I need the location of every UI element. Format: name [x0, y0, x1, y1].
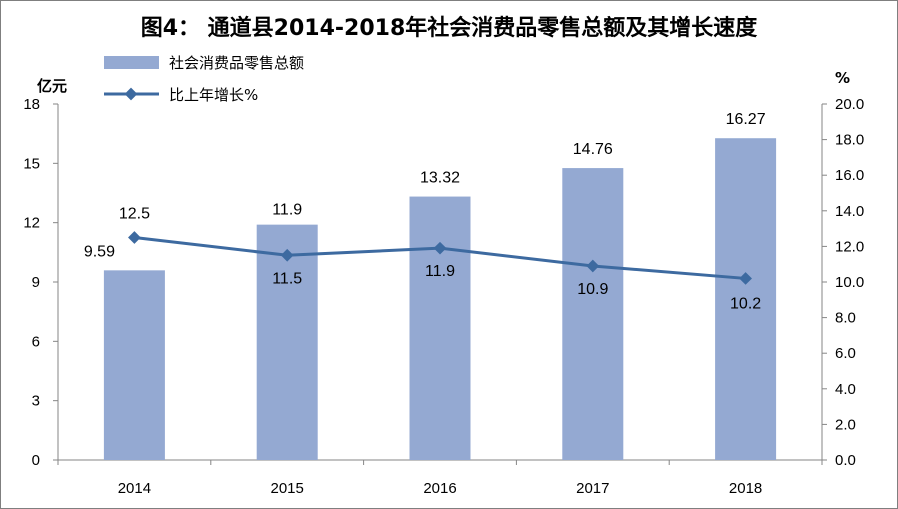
legend-bar-swatch: [104, 56, 159, 69]
right-tick-label: 20.0: [835, 96, 864, 113]
line-label-2016: 11.9: [425, 263, 455, 280]
line-label-2017: 10.9: [577, 281, 608, 298]
right-axis-unit: %: [835, 69, 850, 87]
right-tick-label: 14.0: [835, 203, 864, 220]
x-tick-label: 2016: [423, 480, 456, 497]
bar-data-labels: 9.59 11.9 13.32 14.76 16.27: [84, 111, 766, 260]
bar-label-2016: 13.32: [420, 170, 460, 187]
bar-2017: [562, 168, 624, 460]
bar-series: [103, 138, 777, 460]
line-label-2015: 11.5: [272, 270, 302, 287]
right-tick-label: 6.0: [835, 345, 856, 362]
right-tick-label: 16.0: [835, 167, 864, 184]
left-tick-label: 15: [23, 155, 40, 172]
right-axis-ticks: 0.0 2.0 4.0 6.0 8.0 10.0 12.0 14.0 16.0 18.0 20.0: [822, 96, 864, 469]
legend-bar-label: 社会消费品零售总额: [169, 54, 304, 72]
line-point-2014: [128, 231, 141, 244]
bar-label-2017: 14.76: [573, 141, 613, 158]
line-label-2014: 12.5: [119, 206, 150, 223]
legend-line-marker: [124, 87, 138, 101]
legend: 社会消费品零售总额 比上年增长%: [104, 54, 304, 104]
bar-label-2015: 11.9: [272, 202, 302, 219]
left-tick-label: 0: [32, 452, 40, 469]
line-point-2016: [433, 241, 447, 255]
left-tick-label: 18: [23, 96, 40, 113]
right-tick-label: 10.0: [835, 274, 864, 291]
x-tick-label: 2018: [729, 480, 762, 497]
right-tick-label: 2.0: [835, 416, 856, 433]
legend-line-label: 比上年增长%: [169, 86, 258, 104]
bar-2018: [715, 138, 777, 460]
right-tick-label: 12.0: [835, 238, 864, 255]
bar-2014: [103, 270, 165, 460]
right-tick-label: 4.0: [835, 381, 856, 398]
left-tick-label: 12: [23, 215, 40, 232]
left-tick-label: 3: [32, 393, 40, 410]
x-tick-label: 2017: [576, 480, 609, 497]
x-tick-label: 2015: [271, 480, 304, 497]
line-data-labels: 12.5 11.5 11.9 10.9 10.2: [119, 206, 761, 313]
left-tick-label: 9: [32, 274, 40, 291]
bar-label-2018: 16.27: [726, 111, 766, 128]
line-label-2018: 10.2: [730, 295, 761, 312]
left-axis-ticks: 0 3 6 9 12 15 18: [23, 96, 58, 469]
bar-2015: [256, 224, 318, 460]
x-tick-label: 2014: [118, 480, 151, 497]
right-tick-label: 18.0: [835, 132, 864, 149]
right-tick-label: 8.0: [835, 310, 856, 327]
bar-2016: [409, 196, 471, 460]
right-tick-label: 0.0: [835, 452, 856, 469]
x-axis-ticks: 2014 2015 2016 2017 2018: [57, 460, 823, 497]
bar-label-2014: 9.59: [84, 243, 115, 260]
left-tick-label: 6: [32, 333, 40, 350]
left-axis-unit: 亿元: [37, 77, 67, 95]
chart-title: 图4： 通道县2014-2018年社会消费品零售总额及其增长速度: [141, 15, 759, 41]
